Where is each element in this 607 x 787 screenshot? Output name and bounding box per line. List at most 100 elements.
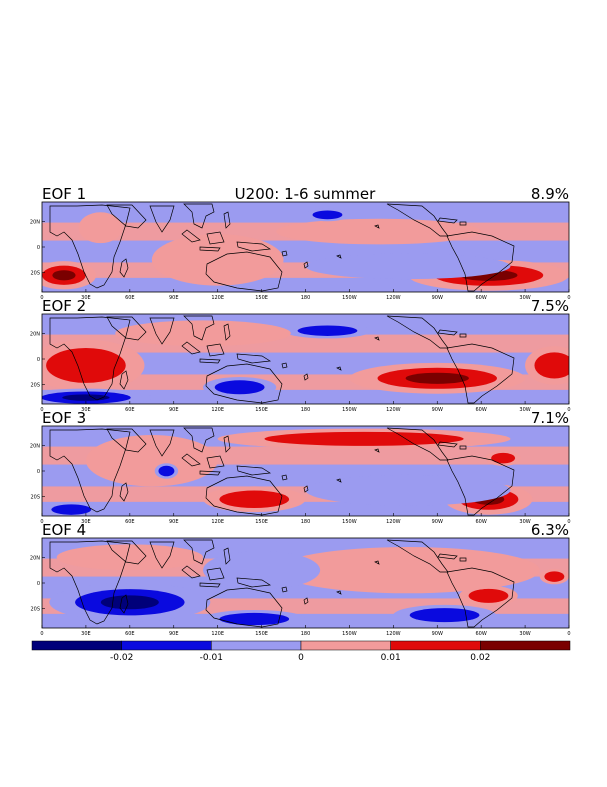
lon-tick-label: 90E (169, 407, 179, 413)
lon-tick-label: 30W (519, 631, 530, 637)
lon-tick-label: 30W (519, 407, 530, 413)
colorbar-segment (121, 640, 212, 651)
lon-tick-label: 120E (211, 519, 224, 525)
lon-tick-label: 120E (211, 295, 224, 301)
panel-variance-1: 8.9% (531, 185, 569, 203)
colorbar-segment (211, 640, 302, 651)
lon-tick-label: 30E (81, 519, 91, 525)
lon-tick-label: 30W (519, 519, 530, 525)
negative-anomaly (214, 380, 265, 395)
lon-tick-label: 30E (81, 295, 91, 301)
positive-anomaly (491, 452, 516, 464)
panel-variance-4: 6.3% (531, 521, 569, 539)
negative-anomaly (312, 210, 343, 220)
lon-tick-label: 150W (342, 631, 357, 637)
positive-anomaly (544, 571, 565, 582)
colorbar-tick-label: 0 (298, 653, 304, 663)
figure-title: U200: 1-6 summer (235, 185, 376, 203)
lon-tick-label: 60W (476, 295, 487, 301)
positive-anomaly (534, 352, 569, 379)
lon-tick-label: 0 (567, 407, 570, 413)
lat-tick-label: 20N (30, 219, 40, 225)
positive-anomaly (46, 347, 126, 383)
lon-tick-label: 150E (255, 519, 268, 525)
colorbar: -0.02 -0.01 0 0.01 0.02 (31, 640, 571, 663)
anomaly-field-3 (42, 428, 569, 516)
lon-tick-label: 90W (432, 519, 443, 525)
lat-tick-label: 20S (30, 383, 40, 389)
lon-tick-label: 60E (125, 631, 135, 637)
lon-tick-label: 0 (567, 519, 570, 525)
lon-tick-label: 0 (40, 631, 43, 637)
panel-eof-4: 0 30E 60E 90E 120E 150E 180 150W 120W 90W 60W 30W 0 2… (30, 537, 571, 637)
lon-tick-label: 150W (342, 295, 357, 301)
lon-tick-label: 120W (386, 519, 401, 525)
lat-tick-label: 20N (30, 443, 40, 449)
lat-tick-label: 20S (30, 271, 40, 277)
lon-tick-label: 60W (476, 407, 487, 413)
anomaly-field-2 (42, 320, 569, 404)
negative-anomaly (409, 608, 480, 623)
lon-tick-label: 60E (125, 519, 135, 525)
lon-tick-label: 60E (125, 407, 135, 413)
lon-tick-label: 90E (169, 295, 179, 301)
lon-tick-label: 90E (169, 519, 179, 525)
lon-tick-label: 90W (432, 631, 443, 637)
lon-tick-label: 150E (255, 407, 268, 413)
positive-anomaly (468, 588, 509, 603)
lon-tick-label: 0 (40, 519, 43, 525)
panel-variance-2: 7.5% (531, 297, 569, 315)
panel-label-4: EOF 4 (42, 521, 86, 539)
panel-variance-3: 7.1% (531, 409, 569, 427)
anomaly-field-1 (42, 208, 569, 291)
lon-tick-label: 120E (211, 407, 224, 413)
axis-ticks: 0 30E 60E 90E 120E 150E 180 150W 120W 90W 60W 30W 0 2… (30, 331, 571, 413)
positive-anomaly (276, 547, 540, 594)
positive-anomaly (264, 431, 464, 446)
colorbar-segment (390, 640, 481, 651)
lat-tick-label: 0 (37, 245, 40, 251)
panel-label-1: EOF 1 (42, 185, 86, 203)
panel-eof-3: 0 30E 60E 90E 120E 150E 180 150W 120W 90W 60W 30W 0 2… (30, 425, 571, 525)
positive-anomaly (115, 320, 291, 347)
lat-tick-label: 20S (30, 607, 40, 613)
lon-tick-label: 30W (519, 295, 530, 301)
panel-eof-1: 0 30E 60E 90E 120E 150E 180 150W 120W 90W 60W 30W 0 2… (30, 201, 571, 301)
colorbar-tick-label: -0.01 (200, 653, 223, 663)
panel-label-3: EOF 3 (42, 409, 86, 427)
colorbar-segment (31, 640, 122, 651)
negative-anomaly (62, 394, 110, 401)
positive-anomaly (85, 435, 218, 487)
colorbar-tick-label: -0.02 (110, 653, 133, 663)
lon-tick-label: 90W (432, 407, 443, 413)
lon-tick-label: 0 (40, 295, 43, 301)
positive-anomaly (405, 372, 469, 384)
lat-tick-label: 20S (30, 495, 40, 501)
colorbar-segment (300, 640, 391, 651)
axis-ticks: 0 30E 60E 90E 120E 150E 180 150W 120W 90W 60W 30W 0 2… (30, 219, 571, 301)
lon-tick-label: 180 (301, 631, 311, 637)
negative-anomaly (305, 474, 511, 506)
axis-ticks: 0 30E 60E 90E 120E 150E 180 150W 120W 90W 60W 30W 0 2… (30, 555, 571, 637)
panel-label-2: EOF 2 (42, 297, 86, 315)
lon-tick-label: 60W (476, 519, 487, 525)
colorbar-segment (480, 640, 571, 651)
negative-anomaly (100, 595, 159, 610)
lon-tick-label: 0 (40, 407, 43, 413)
lon-tick-label: 30E (81, 407, 91, 413)
positive-anomaly (151, 234, 284, 286)
positive-anomaly (52, 270, 76, 281)
lon-tick-label: 150W (342, 519, 357, 525)
lon-tick-label: 60W (476, 631, 487, 637)
lon-tick-label: 60E (125, 295, 135, 301)
lon-tick-label: 120E (211, 631, 224, 637)
positive-anomaly (219, 490, 290, 509)
lon-tick-label: 150E (255, 295, 268, 301)
negative-anomaly (203, 550, 321, 590)
lat-tick-label: 0 (37, 469, 40, 475)
positive-anomaly (78, 212, 123, 244)
lon-tick-label: 90W (432, 295, 443, 301)
lon-tick-label: 150E (255, 631, 268, 637)
lat-tick-label: 0 (37, 357, 40, 363)
